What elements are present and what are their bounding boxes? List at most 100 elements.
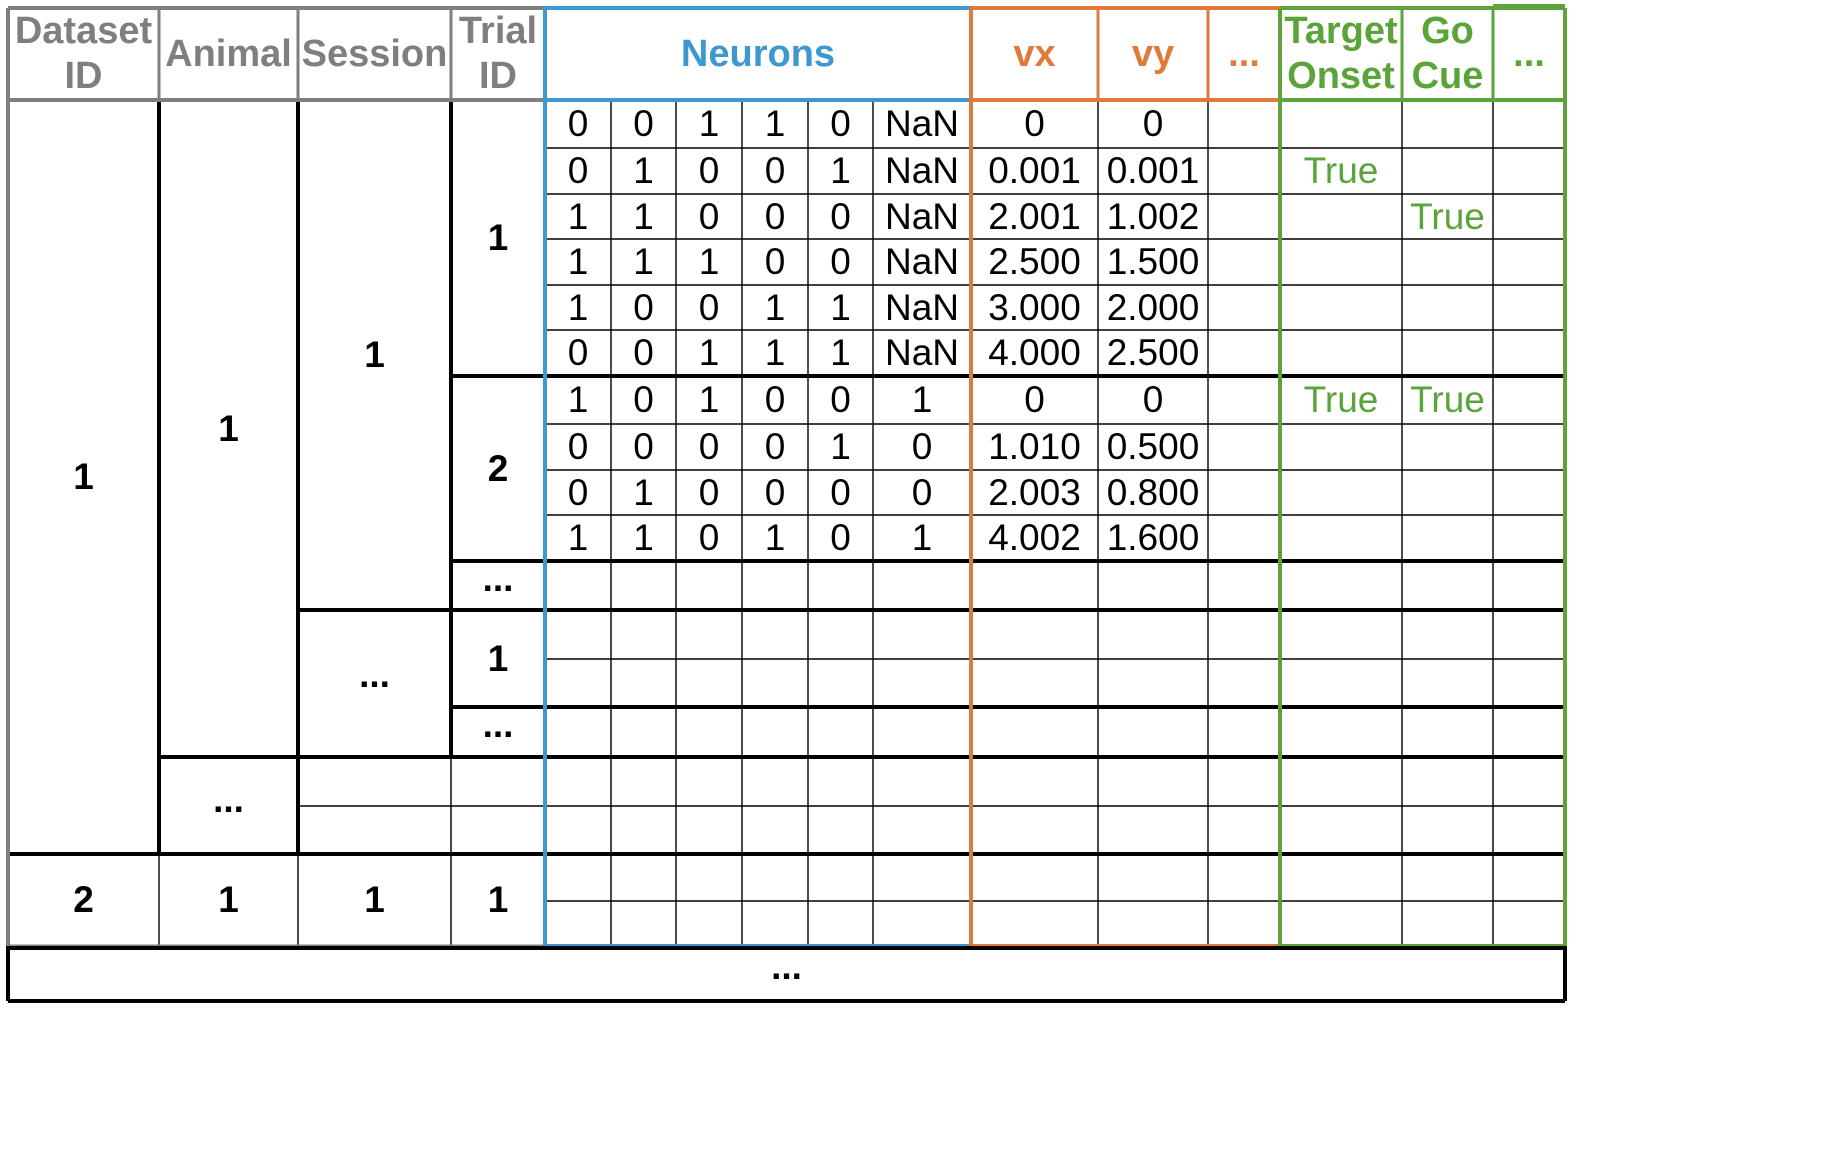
vy-cell: 1.002	[1106, 195, 1200, 237]
neuron-cell: 0	[633, 332, 654, 374]
neuron-cell: 1	[764, 286, 786, 328]
go-cue-cell	[1402, 330, 1493, 376]
vx-cell: 2.001	[988, 195, 1081, 237]
neuron-cell: 0	[567, 332, 589, 374]
neuron-cell: NaN	[884, 241, 960, 283]
neuron-cell: 0	[764, 150, 786, 192]
trial-1-label: 1	[487, 217, 509, 259]
neuron-cell: 1	[567, 241, 589, 283]
session-dataset2-label: 1	[364, 879, 385, 921]
rows-more-label: ...	[771, 945, 802, 987]
trial-2-label: 2	[487, 447, 509, 489]
neuron-cell: 1	[633, 471, 654, 513]
go-cue-cell	[1402, 285, 1493, 330]
header-behavior-more: ...	[1228, 32, 1260, 75]
neuron-cell: NaN	[884, 286, 960, 328]
neuron-cell: 0	[764, 241, 786, 283]
target-onset-cell	[1280, 330, 1402, 376]
neuron-cell: 1	[567, 195, 589, 237]
neuron-cell: 0	[764, 471, 786, 513]
header-go-cue: Go Cue	[1411, 10, 1484, 97]
neuron-cell: 0	[830, 471, 851, 513]
neuron-cell: 1	[567, 379, 589, 421]
vx-cell: 2.003	[988, 471, 1081, 513]
neuron-cell: 0	[567, 150, 589, 192]
neuron-cell: 0	[633, 286, 654, 328]
neuron-cell: 1	[633, 195, 654, 237]
neuron-cell: 1	[633, 517, 654, 559]
target-onset-cell	[1280, 515, 1402, 561]
neuron-cell: 0	[633, 379, 654, 421]
vx-cell: 1.010	[988, 426, 1081, 468]
vx-cell: 0	[1024, 103, 1045, 145]
neuron-cell: 1	[830, 150, 851, 192]
neuron-cell: 0	[764, 195, 786, 237]
neuron-cell: 0	[698, 426, 720, 468]
animal-1-label: 1	[218, 407, 239, 449]
vx-cell: 0	[1024, 379, 1045, 421]
neuron-cell: 0	[567, 426, 589, 468]
header-session: Session	[301, 32, 448, 75]
go-cue-cell	[1402, 148, 1493, 194]
neuron-cell: 0	[698, 517, 720, 559]
vy-cell: 0	[1142, 379, 1164, 421]
neuron-cell: NaN	[884, 103, 960, 145]
vy-cell: 1.600	[1106, 517, 1200, 559]
animal-dataset2-label: 1	[218, 879, 239, 921]
neuron-cell: 1	[698, 103, 720, 145]
neuron-cell: 0	[567, 103, 589, 145]
header-vx: vx	[1013, 32, 1056, 75]
vy-cell: 0	[1142, 103, 1164, 145]
neuron-cell: 0	[830, 195, 851, 237]
neuron-cell: 1	[830, 332, 851, 374]
header-events-more: ...	[1513, 32, 1545, 75]
neuron-cell: 0	[698, 471, 720, 513]
go-cue-cell: True	[1410, 195, 1485, 237]
vy-cell: 0.800	[1106, 471, 1200, 513]
neuron-cell: 1	[764, 517, 786, 559]
neuron-cell: 1	[911, 379, 933, 421]
neuron-cell: 1	[830, 286, 851, 328]
neuron-cell: 1	[764, 103, 786, 145]
target-onset-cell	[1280, 194, 1402, 239]
target-onset-cell	[1280, 424, 1402, 470]
neuron-cell: 0	[764, 426, 786, 468]
vx-cell: 0.001	[988, 150, 1081, 192]
neuron-cell: NaN	[884, 150, 960, 192]
header-animal: Animal	[165, 32, 292, 75]
neuron-cell: 0	[633, 426, 654, 468]
go-cue-cell	[1402, 470, 1493, 515]
neuron-cell: 0	[830, 379, 851, 421]
trial-session2-more-label: ...	[482, 704, 514, 746]
go-cue-cell	[1402, 424, 1493, 470]
header-vy: vy	[1131, 32, 1175, 75]
vy-cell: 2.500	[1106, 332, 1200, 374]
vx-cell: 4.002	[988, 517, 1081, 559]
header-trial-id: Trial ID	[458, 10, 538, 97]
dataset-2-label: 2	[73, 879, 94, 921]
session-more-label: ...	[359, 653, 390, 695]
neuron-cell: 1	[633, 241, 654, 283]
vx-cell: 3.000	[988, 286, 1081, 328]
neuron-cell: 0	[698, 195, 720, 237]
neuron-cell: 1	[567, 286, 589, 328]
neuron-cell: 1	[567, 517, 589, 559]
target-onset-cell	[1280, 100, 1402, 148]
vy-cell: 0.001	[1106, 150, 1200, 192]
neuron-cell: 0	[911, 471, 933, 513]
target-onset-cell	[1280, 285, 1402, 330]
vy-cell: 1.500	[1106, 241, 1200, 283]
header-target-onset: Target Onset	[1284, 10, 1398, 97]
neuron-cell: 0	[698, 150, 720, 192]
neuron-cell: 1	[633, 150, 654, 192]
neuron-cell: NaN	[884, 332, 960, 374]
go-cue-cell	[1402, 515, 1493, 561]
neuron-cell: 1	[698, 379, 720, 421]
session-1-label: 1	[364, 334, 385, 376]
target-onset-cell	[1280, 470, 1402, 515]
neuron-cell: 0	[830, 103, 851, 145]
vy-cell: 2.000	[1106, 286, 1200, 328]
header-neurons: Neurons	[680, 32, 836, 75]
neuron-cell: 1	[830, 426, 851, 468]
